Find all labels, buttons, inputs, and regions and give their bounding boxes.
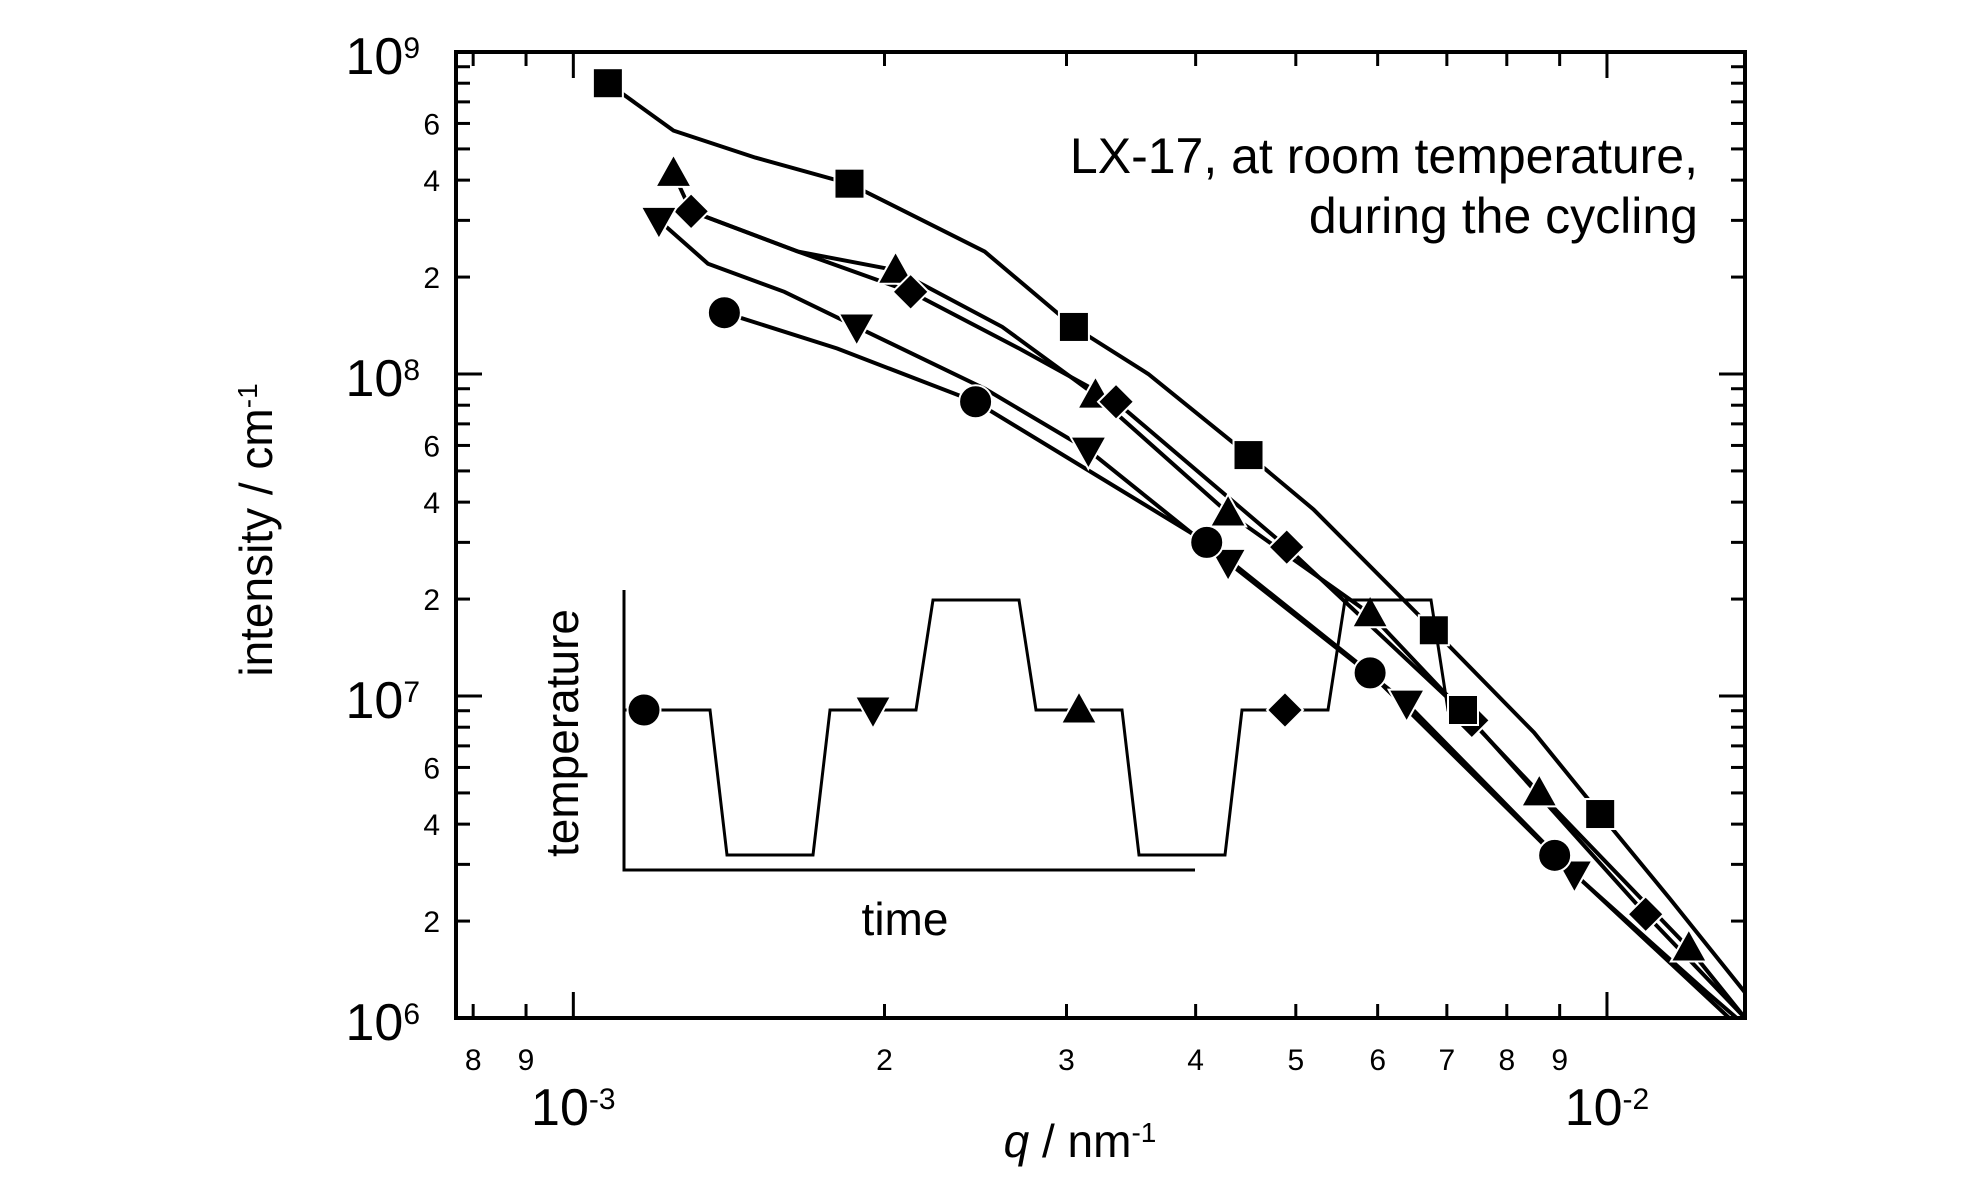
y-tick-label: 2 xyxy=(423,584,440,617)
inset-markers xyxy=(626,689,1479,731)
data-point-triangle-down-1 xyxy=(639,205,679,242)
data-point-diamond-3 xyxy=(1096,382,1136,422)
inset-marker-triangle-up xyxy=(1059,689,1099,725)
data-point-square-1 xyxy=(591,67,624,100)
x-tick-label: 3 xyxy=(1058,1044,1075,1077)
y-tick-label: 6 xyxy=(423,752,440,785)
x-tick-label: 9 xyxy=(1551,1044,1568,1077)
y-axis-title: intensity / cm-1 xyxy=(230,383,282,676)
inset-marker-circle xyxy=(626,692,662,728)
x-axis-title-symbol: q xyxy=(1004,1115,1030,1167)
data-point-triangle-up-4 xyxy=(1208,492,1248,528)
inset-marker-triangle-down xyxy=(853,695,893,731)
plot-frame xyxy=(454,50,1747,1020)
annotation-line-1: LX-17, at room temperature, xyxy=(1070,128,1698,184)
x-axis-title-exponent: -1 xyxy=(1131,1117,1156,1148)
y-decade-label: 108 xyxy=(345,350,420,408)
data-point-circle-4 xyxy=(1352,655,1388,691)
y-tick-label: 2 xyxy=(423,262,440,295)
data-point-triangle-down-4 xyxy=(1208,547,1248,584)
data-point-square-4 xyxy=(1232,439,1265,472)
data-point-triangle-up-6 xyxy=(1519,772,1559,808)
data-point-diamond-4 xyxy=(1267,527,1307,567)
data-point-triangle-up-5 xyxy=(1350,593,1390,629)
data-point-square-6 xyxy=(1584,798,1617,831)
x-tick-label: 7 xyxy=(1439,1044,1456,1077)
x-axis-title-unit: / nm xyxy=(1029,1115,1131,1167)
y-tick-label: 4 xyxy=(423,809,440,842)
data-point-circle-1 xyxy=(706,295,742,331)
data-point-square-3 xyxy=(1057,310,1090,343)
y-axis-title-exponent: -1 xyxy=(232,383,263,408)
x-tick-label: 6 xyxy=(1369,1044,1386,1077)
data-point-diamond-6 xyxy=(1626,894,1666,934)
inset-x-label: time xyxy=(862,893,949,945)
annotation: LX-17, at room temperature, during the c… xyxy=(1070,128,1698,244)
data-point-triangle-down-5 xyxy=(1386,688,1427,724)
x-tick-label: 4 xyxy=(1187,1044,1204,1077)
y-axis-title-text: intensity / cm xyxy=(230,408,282,676)
y-tick-label: 6 xyxy=(423,108,440,141)
data-point-diamond-1 xyxy=(671,191,711,231)
y-decade-label: 106 xyxy=(345,994,420,1052)
data-point-circle-2 xyxy=(958,384,994,420)
y-tick-label: 2 xyxy=(423,906,440,939)
series-layer xyxy=(591,67,1745,1018)
x-tick-label: 5 xyxy=(1287,1044,1304,1077)
inset-marker-diamond xyxy=(1265,690,1305,730)
x-tick-label: 2 xyxy=(876,1044,893,1077)
data-point-triangle-down-2 xyxy=(837,312,877,348)
x-tick-label: 8 xyxy=(1498,1044,1515,1077)
x-decade-label: 10-3 xyxy=(531,1079,616,1137)
data-point-circle-3 xyxy=(1189,524,1225,560)
y-tick-label: 6 xyxy=(423,430,440,463)
annotation-line-2: during the cycling xyxy=(1309,188,1698,244)
inset-axes xyxy=(622,590,1195,872)
data-point-circle-5 xyxy=(1537,837,1573,873)
data-point-triangle-down-3 xyxy=(1068,435,1109,471)
series-markers xyxy=(591,67,1709,963)
data-point-triangle-up-1 xyxy=(653,152,694,188)
y-decade-label: 107 xyxy=(345,672,420,730)
data-point-triangle-up-7 xyxy=(1669,927,1709,963)
y-tick-label: 4 xyxy=(423,487,440,520)
inset-marker-square xyxy=(1447,694,1479,726)
inset-y-label: temperature xyxy=(536,609,588,857)
y-decade-label: 109 xyxy=(345,28,420,86)
x-tick-label: 9 xyxy=(518,1044,535,1077)
x-decade-label: 10-2 xyxy=(1565,1079,1650,1137)
x-axis-title: q / nm-1 xyxy=(1004,1115,1157,1167)
data-point-diamond-2 xyxy=(891,272,931,312)
inset: time temperature xyxy=(536,590,1479,945)
data-point-square-2 xyxy=(833,167,866,200)
x-tick-label: 8 xyxy=(465,1044,482,1077)
y-tick-label: 4 xyxy=(423,165,440,198)
data-point-triangle-up-2 xyxy=(875,249,916,285)
